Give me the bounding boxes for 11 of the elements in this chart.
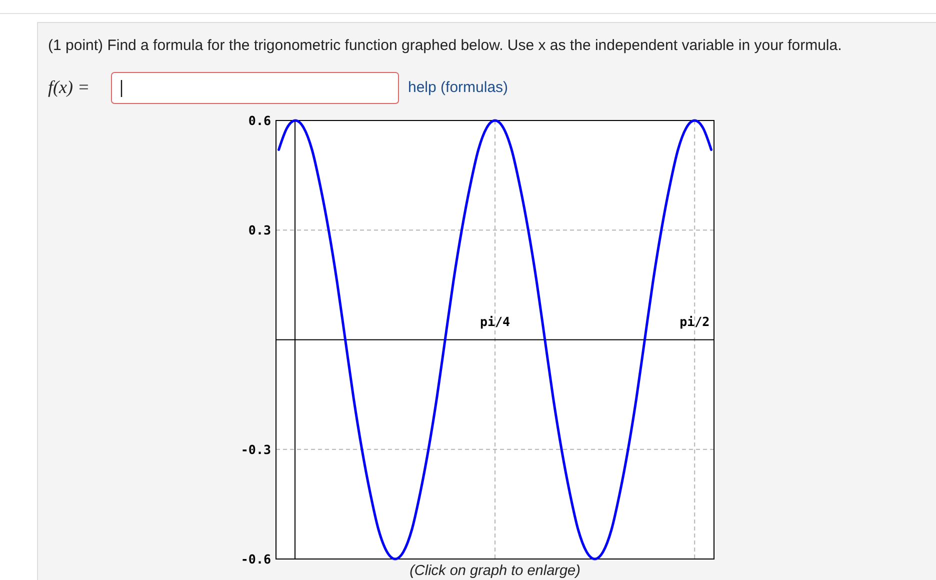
x-tick-label: pi/4 [480, 314, 510, 329]
text: (Click on graph to enlarge) [410, 563, 580, 579]
text: help (formulas) [408, 79, 508, 96]
y-tick-label: 0.3 [248, 222, 271, 238]
text: f(x) = [48, 77, 90, 97]
line-series [277, 119, 713, 560]
y-tick-label: 0.6 [248, 113, 271, 128]
y-tick-label: -0.6 [240, 552, 271, 566]
chart-title: (1 point) Find a formula for the trigonometric function graphed below. Use x as the independent variable in your formula. [48, 37, 842, 54]
y-tick-label: -0.3 [240, 442, 271, 457]
x-tick-label: pi/2 [680, 314, 710, 329]
